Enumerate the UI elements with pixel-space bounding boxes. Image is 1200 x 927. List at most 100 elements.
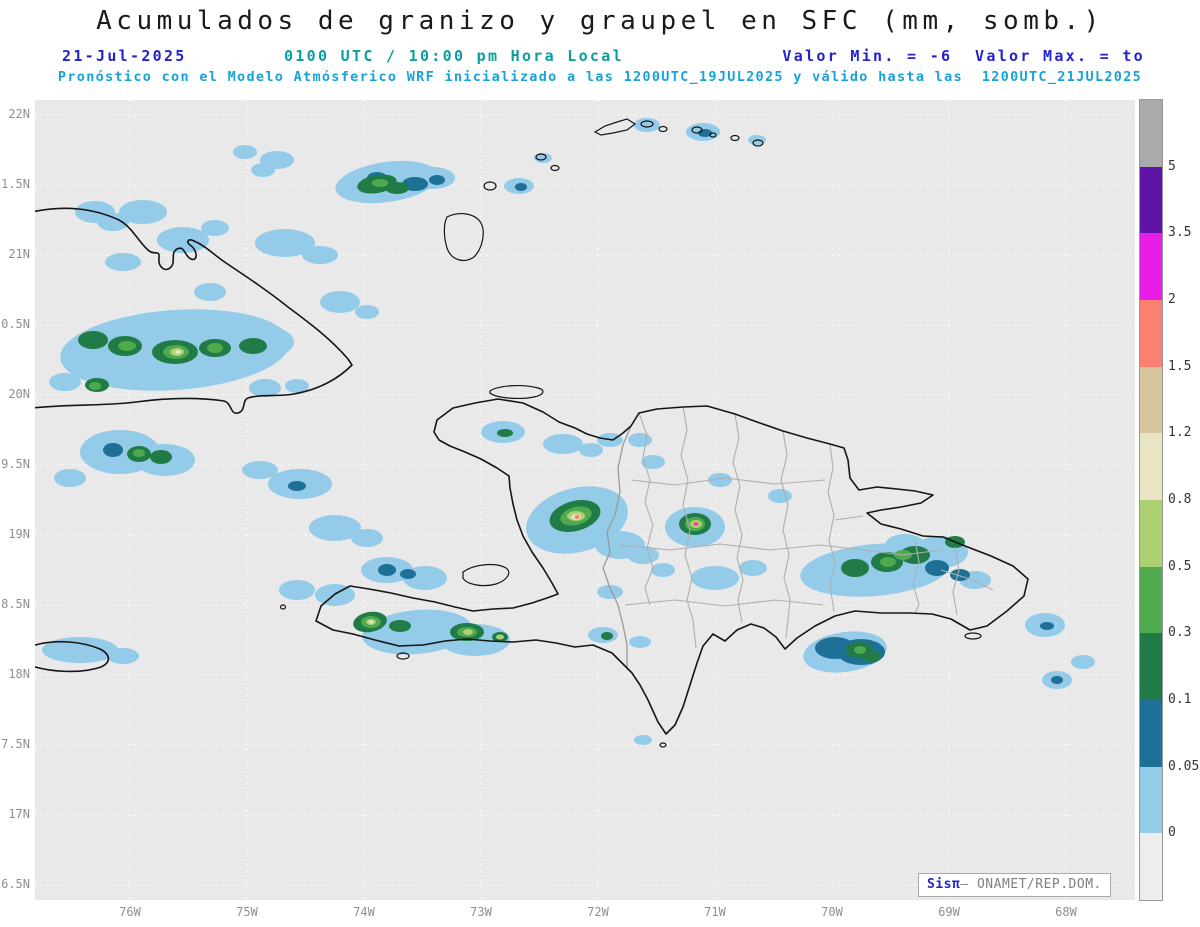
hail-cell (925, 560, 949, 576)
hail-cell (634, 118, 660, 132)
hail-cell (641, 455, 665, 469)
colorbar-segment (1140, 833, 1162, 901)
hail-cell (201, 220, 229, 236)
lat-tick-label: 9.5N (1, 457, 30, 471)
hail-shaded-cells-layer (42, 118, 1095, 745)
hail-cell (708, 473, 732, 487)
lat-tick-label: 20N (8, 387, 30, 401)
ile-a-vache-island (396, 652, 410, 660)
page-title: Acumulados de granizo y graupel en SFC (… (96, 6, 1104, 36)
coastlines-layer (35, 118, 1029, 748)
province-border (862, 549, 942, 556)
hail-cell (42, 637, 118, 663)
hail-cell (49, 373, 81, 391)
small-island (535, 153, 547, 161)
hail-cell (861, 650, 881, 662)
colorbar-segment (1140, 233, 1162, 301)
footer-org: – ONAMET/REP.DOM. (960, 877, 1102, 892)
hail-cell (1051, 676, 1063, 684)
hail-cell (226, 357, 254, 373)
province-border (624, 599, 824, 607)
hail-cell (368, 620, 374, 624)
colorbar-segment (1140, 366, 1162, 434)
lat-tick-label: 21N (8, 247, 30, 261)
lat-tick-label: 8.5N (1, 597, 30, 611)
hail-cell (105, 253, 141, 271)
hail-cell (601, 632, 613, 640)
hail-cell (497, 429, 513, 437)
hail-cell (255, 229, 315, 257)
hail-cell (950, 569, 970, 581)
cuba-coastline (35, 207, 353, 414)
hail-cell (628, 433, 652, 447)
small-island (640, 120, 654, 128)
lon-tick-label: 69W (938, 905, 960, 919)
hail-cell (89, 382, 101, 390)
lat-tick-label: 6.5N (1, 877, 30, 891)
colorbar-tick-label: 0.3 (1168, 625, 1192, 641)
lat-tick-label: 18N (8, 667, 30, 681)
hail-cell (543, 434, 583, 454)
hail-cell (597, 585, 623, 599)
hail-cell (694, 522, 698, 526)
caicos-islands (593, 118, 637, 136)
colorbar-segment (1140, 433, 1162, 501)
hail-cell (651, 563, 675, 577)
lon-tick-label: 72W (587, 905, 609, 919)
colorbar-segment (1140, 566, 1162, 634)
hail-cell (150, 450, 172, 464)
colorbar-tick-label: 5 (1168, 158, 1176, 174)
hail-cell (634, 735, 652, 745)
hail-cell (97, 213, 129, 231)
hail-cell (207, 343, 223, 353)
hail-cell (1071, 655, 1095, 669)
hail-cell (351, 529, 383, 547)
small-island (483, 181, 497, 191)
colorbar-tick-label: 2 (1168, 292, 1176, 307)
colorbar-tick-label: 0.05 (1168, 758, 1200, 774)
province-border (952, 546, 960, 616)
province-border (827, 443, 836, 613)
colorbar-segment (1140, 766, 1162, 834)
lat-tick-label: 1.5N (1, 177, 30, 191)
hail-cell (285, 379, 309, 393)
hispaniola-coastline (315, 398, 1029, 735)
hail-cell (463, 629, 473, 635)
hail-cell (157, 227, 209, 253)
hail-cell (103, 443, 123, 457)
province-border (780, 430, 791, 639)
hail-cell (400, 569, 416, 579)
hail-cell (249, 379, 281, 397)
lon-tick-label: 71W (704, 905, 726, 919)
header-valid-time: 0100 UTC / 10:00 pm Hora Local (284, 47, 624, 65)
beata-island (659, 742, 667, 748)
colorbar (1139, 99, 1163, 901)
hail-cell (355, 305, 379, 319)
hail-cell (841, 559, 869, 577)
colorbar-tick-label: 1.5 (1168, 358, 1192, 374)
great-inagua-island (443, 213, 484, 261)
small-island (709, 132, 717, 138)
colorbar-tick-label: 1.2 (1168, 425, 1192, 441)
province-border (834, 515, 864, 521)
hail-cell (385, 182, 409, 194)
lon-tick-label: 73W (470, 905, 492, 919)
colorbar-tick-label: 0 (1168, 825, 1176, 841)
hail-cell (54, 469, 86, 487)
hail-cell (1040, 622, 1054, 630)
colorbar-segment (1140, 100, 1162, 167)
small-island (550, 164, 560, 172)
hail-cell (119, 200, 167, 224)
province-border (912, 539, 920, 614)
colorbar-segment (1140, 166, 1162, 234)
gonave-island (462, 563, 510, 587)
small-island (658, 125, 668, 133)
hail-cell (629, 636, 651, 648)
colorbar-tick-label: 0.1 (1168, 692, 1192, 707)
lat-tick-label: 17N (8, 807, 30, 821)
hail-cell (309, 515, 361, 541)
map-canvas (35, 100, 1135, 900)
hail-cell (107, 648, 139, 664)
hail-cell (579, 443, 603, 457)
